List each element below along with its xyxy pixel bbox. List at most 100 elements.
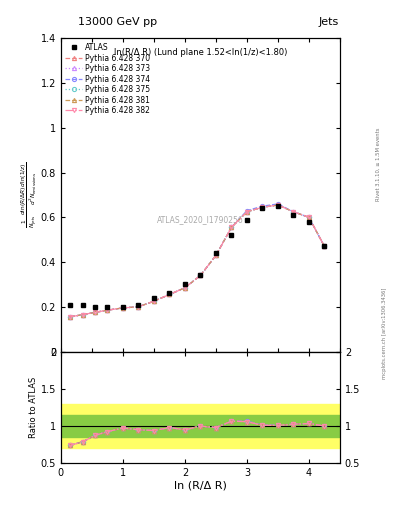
Pythia 6.428 382 [105, 307, 110, 313]
Pythia 6.428 375 [260, 204, 265, 210]
Pythia 6.428 381 [213, 252, 218, 259]
Pythia 6.428 373 [244, 209, 249, 215]
Pythia 6.428 373 [152, 298, 156, 304]
Pythia 6.428 381 [275, 202, 280, 208]
ATLAS [136, 302, 141, 308]
Pythia 6.428 370 [244, 209, 249, 215]
Y-axis label: $\frac{1}{N_{\rm jets}}\frac{d\ln(R/\Delta R)\,d\ln(1/z)}{d^2 N_{\rm emissions}}: $\frac{1}{N_{\rm jets}}\frac{d\ln(R/\Del… [20, 162, 39, 228]
Pythia 6.428 382 [291, 209, 296, 215]
Pythia 6.428 382 [275, 202, 280, 208]
Pythia 6.428 374 [80, 311, 85, 317]
ATLAS [213, 250, 218, 256]
Pythia 6.428 375 [167, 291, 172, 297]
Pythia 6.428 381 [105, 307, 110, 313]
Pythia 6.428 382 [260, 204, 265, 210]
ATLAS [68, 302, 73, 308]
ATLAS [291, 212, 296, 218]
Legend: ATLAS, Pythia 6.428 370, Pythia 6.428 373, Pythia 6.428 374, Pythia 6.428 375, P: ATLAS, Pythia 6.428 370, Pythia 6.428 37… [63, 40, 153, 117]
Pythia 6.428 373 [105, 307, 110, 313]
Pythia 6.428 374 [229, 224, 234, 230]
Pythia 6.428 382 [136, 304, 141, 310]
Pythia 6.428 375 [229, 224, 234, 230]
Pythia 6.428 382 [307, 214, 311, 220]
Pythia 6.428 375 [244, 209, 249, 215]
Pythia 6.428 373 [260, 204, 265, 210]
Pythia 6.428 375 [275, 202, 280, 208]
Line: Pythia 6.428 374: Pythia 6.428 374 [68, 202, 327, 319]
Pythia 6.428 375 [183, 285, 187, 291]
Text: Rivet 3.1.10, ≥ 1.5M events: Rivet 3.1.10, ≥ 1.5M events [376, 127, 380, 201]
Pythia 6.428 374 [260, 203, 265, 209]
Text: ATLAS_2020_I1790256: ATLAS_2020_I1790256 [157, 216, 244, 225]
ATLAS [260, 205, 265, 211]
Pythia 6.428 382 [213, 252, 218, 259]
Pythia 6.428 374 [244, 207, 249, 214]
Pythia 6.428 374 [183, 285, 187, 291]
Pythia 6.428 373 [213, 252, 218, 259]
Pythia 6.428 373 [198, 272, 203, 279]
Pythia 6.428 381 [291, 209, 296, 215]
Pythia 6.428 370 [183, 285, 187, 291]
Pythia 6.428 370 [80, 311, 85, 317]
Line: ATLAS: ATLAS [68, 204, 327, 309]
Line: Pythia 6.428 373: Pythia 6.428 373 [68, 203, 327, 319]
Pythia 6.428 375 [198, 272, 203, 279]
ATLAS [121, 304, 125, 310]
Pythia 6.428 373 [93, 309, 97, 315]
Pythia 6.428 373 [229, 224, 234, 230]
ATLAS [198, 272, 203, 279]
Pythia 6.428 370 [198, 272, 203, 279]
Pythia 6.428 374 [105, 307, 110, 313]
Pythia 6.428 374 [93, 309, 97, 315]
Pythia 6.428 374 [322, 243, 327, 249]
Pythia 6.428 374 [213, 252, 218, 259]
ATLAS [307, 219, 311, 225]
Text: 13000 GeV pp: 13000 GeV pp [78, 17, 158, 27]
Pythia 6.428 373 [291, 209, 296, 215]
ATLAS [167, 290, 172, 296]
Pythia 6.428 374 [167, 291, 172, 297]
Pythia 6.428 370 [291, 209, 296, 215]
Pythia 6.428 370 [167, 291, 172, 297]
Text: ln(R/Δ R) (Lund plane 1.52<ln(1/z)<1.80): ln(R/Δ R) (Lund plane 1.52<ln(1/z)<1.80) [114, 48, 287, 57]
Pythia 6.428 382 [152, 298, 156, 304]
Pythia 6.428 373 [68, 314, 73, 320]
Pythia 6.428 374 [121, 305, 125, 311]
Pythia 6.428 375 [213, 252, 218, 259]
ATLAS [244, 217, 249, 223]
Pythia 6.428 370 [152, 298, 156, 304]
Pythia 6.428 382 [244, 209, 249, 215]
Pythia 6.428 381 [260, 204, 265, 210]
Pythia 6.428 370 [307, 214, 311, 220]
Pythia 6.428 374 [136, 304, 141, 310]
Pythia 6.428 381 [183, 285, 187, 291]
Pythia 6.428 374 [275, 201, 280, 207]
Pythia 6.428 381 [68, 314, 73, 320]
Pythia 6.428 373 [167, 291, 172, 297]
Line: Pythia 6.428 382: Pythia 6.428 382 [68, 203, 327, 319]
Pythia 6.428 375 [121, 305, 125, 311]
Pythia 6.428 373 [136, 304, 141, 310]
ATLAS [183, 282, 187, 288]
Pythia 6.428 370 [105, 307, 110, 313]
Pythia 6.428 382 [322, 243, 327, 249]
Pythia 6.428 373 [80, 311, 85, 317]
Line: Pythia 6.428 375: Pythia 6.428 375 [68, 203, 327, 319]
ATLAS [105, 304, 110, 310]
Pythia 6.428 374 [291, 209, 296, 215]
ATLAS [80, 302, 85, 308]
Pythia 6.428 370 [93, 309, 97, 315]
Text: Jets: Jets [318, 17, 339, 27]
Pythia 6.428 382 [93, 309, 97, 315]
Pythia 6.428 381 [93, 309, 97, 315]
Pythia 6.428 381 [80, 311, 85, 317]
Pythia 6.428 381 [229, 224, 234, 230]
Pythia 6.428 375 [322, 243, 327, 249]
Pythia 6.428 370 [260, 204, 265, 210]
Line: Pythia 6.428 381: Pythia 6.428 381 [68, 203, 327, 319]
Pythia 6.428 373 [121, 305, 125, 311]
Pythia 6.428 381 [244, 209, 249, 215]
X-axis label: ln (R/Δ R): ln (R/Δ R) [174, 481, 227, 491]
Pythia 6.428 381 [136, 304, 141, 310]
Pythia 6.428 370 [275, 202, 280, 208]
